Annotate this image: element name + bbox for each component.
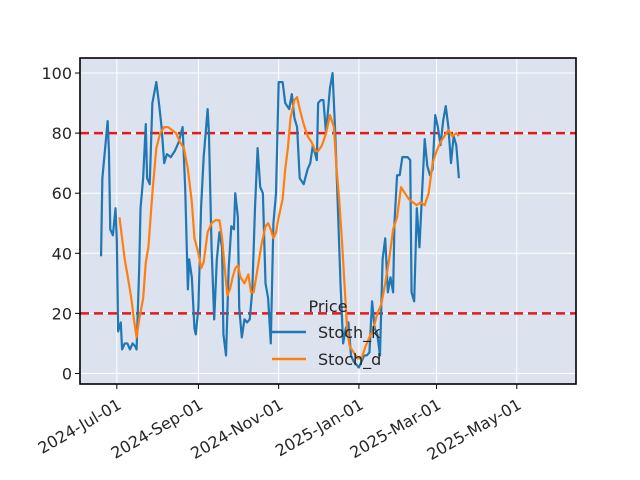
- legend-label: Stoch_d: [318, 350, 381, 370]
- series-lines: [99, 71, 461, 369]
- y-tick-label: 80: [52, 124, 72, 143]
- series-line-stoch-d: [118, 95, 460, 360]
- y-tick-label: 0: [62, 364, 72, 383]
- reference-lines: [80, 131, 576, 315]
- y-tick-label: 60: [52, 184, 72, 203]
- legend-label: Stoch_k: [318, 323, 381, 343]
- legend-title: Price: [308, 297, 347, 316]
- x-axis-ticks: 2024-Jul-012024-Sep-012024-Nov-012025-Ja…: [35, 384, 524, 464]
- y-tick-label: 20: [52, 304, 72, 323]
- legend: Price Stoch_k Stoch_d: [272, 297, 381, 370]
- y-tick-label: 100: [41, 64, 72, 83]
- plot-frame: [79, 57, 577, 385]
- series-line-stoch-k: [99, 71, 461, 369]
- y-axis-ticks: 0 20 40 60 80 100: [41, 64, 80, 383]
- y-tick-label: 40: [52, 244, 72, 263]
